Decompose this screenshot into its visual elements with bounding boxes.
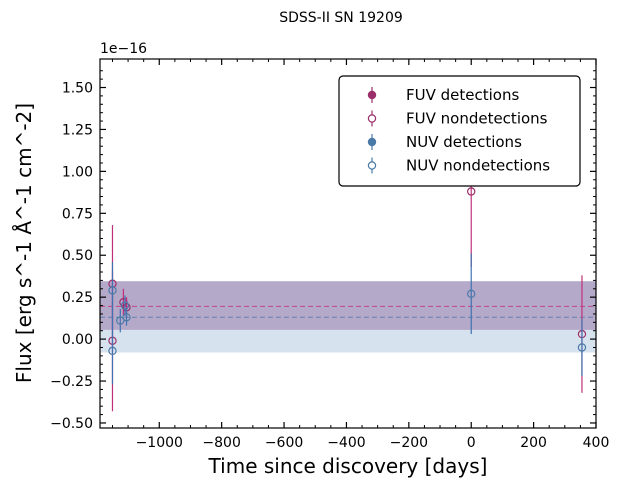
x-tick-label: −400 <box>327 435 365 451</box>
y-tick-label: −0.50 <box>50 416 93 432</box>
data-point <box>122 313 131 322</box>
chart-title: SDSS-II SN 19209 <box>279 10 403 26</box>
x-tick-label: −1000 <box>136 435 183 451</box>
legend-marker <box>367 114 377 123</box>
legend-box <box>338 75 581 187</box>
data-point <box>467 187 476 196</box>
x-tick-label: 400 <box>583 435 610 451</box>
legend-label: FUV detections <box>406 86 519 104</box>
data-point <box>108 346 117 356</box>
y-tick-label: 0.25 <box>62 290 93 306</box>
y-tick-label: 0.00 <box>62 332 93 348</box>
x-tick-label: −800 <box>202 435 240 451</box>
legend-marker <box>367 137 377 147</box>
x-tick-label: 200 <box>520 435 547 451</box>
y-tick-label: 0.75 <box>62 206 93 222</box>
y-tick-label: 0.50 <box>62 248 93 264</box>
plot-frame <box>99 58 597 429</box>
y-tick-label: −0.25 <box>50 374 93 390</box>
y-tick-label: 1.50 <box>62 81 93 97</box>
x-tick-label: −200 <box>390 435 428 451</box>
y-tick-label: 1.00 <box>62 164 93 180</box>
x-tick-label: −600 <box>265 435 303 451</box>
data-point <box>120 301 130 310</box>
y-offset-label: 1e−16 <box>100 41 147 57</box>
legend-marker <box>367 161 377 170</box>
legend: FUV detections FUV nondetections NUV detec… <box>338 75 581 187</box>
legend-marker <box>367 90 377 100</box>
data-point <box>467 289 476 299</box>
band-fuv <box>100 281 596 330</box>
y-tick-label: 1.25 <box>62 122 93 138</box>
data-point <box>116 316 125 325</box>
x-tick-label: 0 <box>467 435 476 451</box>
y-axis-label: Flux [erg s^-1 Å^-1 cm^-2] <box>12 103 36 383</box>
data-point <box>108 286 117 295</box>
x-axis-label: Time since discovery [days] <box>208 454 488 478</box>
data-point <box>577 343 587 352</box>
legend-label: NUV nondetections <box>406 157 550 175</box>
legend-label: NUV detections <box>406 133 522 151</box>
legend-label: FUV nondetections <box>406 110 548 128</box>
